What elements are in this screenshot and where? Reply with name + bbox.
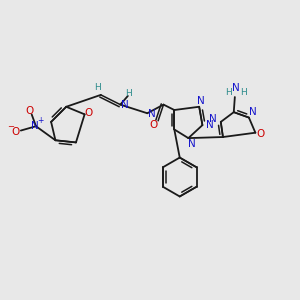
Text: O: O [11,127,20,136]
Text: N: N [249,107,257,117]
Text: N: N [121,100,128,110]
Text: +: + [37,116,44,125]
Text: H: H [240,88,247,97]
Text: N: N [232,83,240,93]
Text: N: N [31,121,39,131]
Text: H: H [225,88,232,97]
Text: O: O [26,106,34,116]
Text: N: N [197,96,205,106]
Text: O: O [257,129,265,139]
Text: −: − [8,122,15,131]
Text: H: H [94,83,101,92]
Text: N: N [188,139,196,148]
Text: N: N [148,109,155,119]
Text: O: O [85,108,93,118]
Text: H: H [125,89,132,98]
Text: N: N [206,120,214,130]
Text: N: N [209,114,217,124]
Text: O: O [150,120,158,130]
